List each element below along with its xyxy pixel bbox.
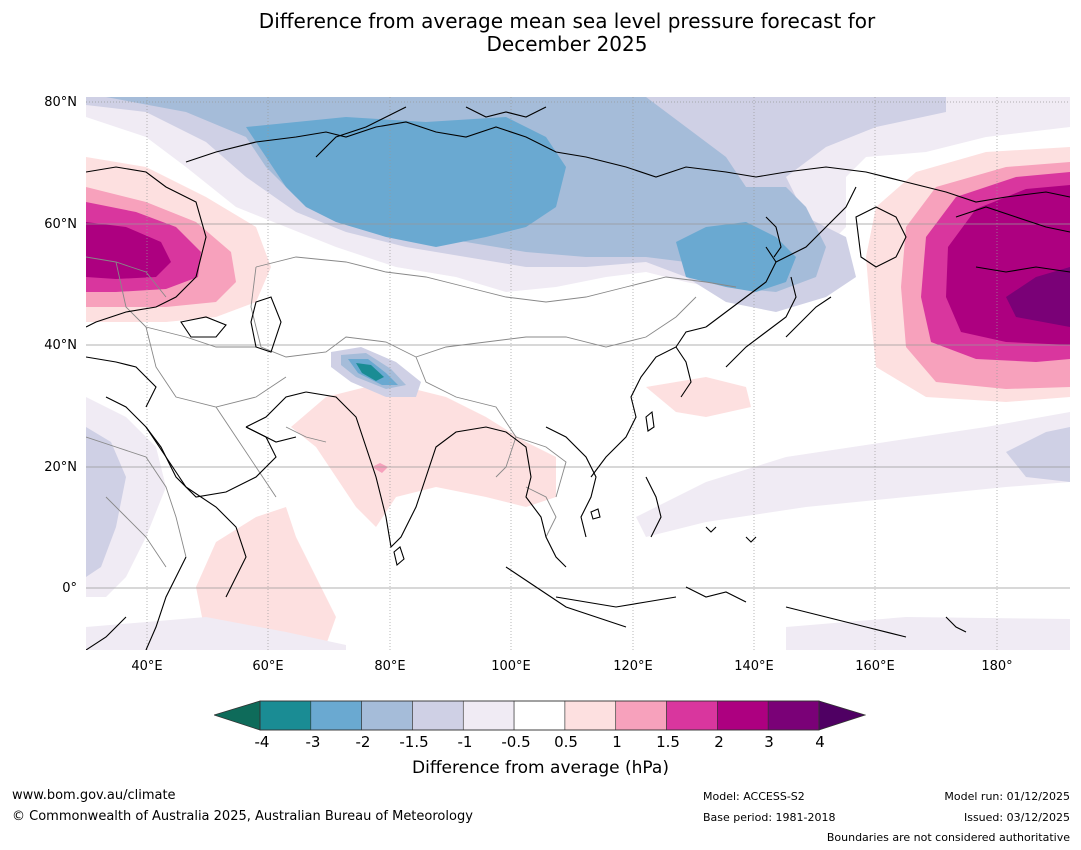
lon-label-60e: 60°E [252, 659, 284, 674]
model-text: Model: ACCESS-S2 [703, 790, 805, 803]
lat-label-60n: 60°N [44, 217, 77, 232]
website-text: www.bom.gov.au/climate [12, 788, 176, 803]
colorbar-label: Difference from average (hPa) [412, 758, 669, 778]
colorbar-tick-label: 1.5 [656, 733, 680, 751]
lat-label-40n: 40°N [44, 338, 77, 353]
title-line-2: December 2025 [486, 32, 648, 56]
colorbar-segment [717, 700, 769, 731]
colorbar-segment [615, 700, 667, 731]
colorbar-tick-label: -4 [254, 733, 270, 751]
base-period-text: Base period: 1981-2018 [703, 811, 836, 824]
disclaimer-text: Boundaries are not considered authoritat… [826, 831, 1070, 844]
coastlines [86, 106, 1070, 650]
lat-label-0: 0° [62, 581, 77, 596]
lat-label-20n: 20°N [44, 460, 77, 475]
colorbar-segment [310, 700, 362, 731]
colorbar-frame [259, 700, 820, 731]
positive-anomaly-europe [86, 157, 271, 322]
colorbar-segment [361, 700, 413, 731]
colorbar-tick-label: -3 [305, 733, 321, 751]
colorbar-tick-label: -1.5 [399, 733, 429, 751]
colorbar-segment [513, 700, 566, 731]
colorbar [214, 700, 866, 731]
negative-anomaly-tropical-pacific [636, 412, 1070, 537]
negative-anomaly-siberia [86, 97, 1070, 312]
colorbar-tick-label: 2 [714, 733, 724, 751]
colorbar-segment [666, 700, 718, 731]
map-svg [86, 97, 1070, 650]
lon-label-100e: 100°E [491, 659, 531, 674]
lon-label-80e: 80°E [374, 659, 406, 674]
lat-label-80n: 80°N [44, 95, 77, 110]
colorbar-segment [767, 700, 820, 731]
gridlines [86, 97, 1070, 650]
colorbar-tick-label: -2 [355, 733, 371, 751]
colorbar-tick-label: 0.5 [554, 733, 578, 751]
colorbar-tick-label: 4 [815, 733, 825, 751]
model-run-text: Model run: 01/12/2025 [944, 790, 1070, 803]
issued-text: Issued: 03/12/2025 [963, 811, 1070, 824]
copyright-text: © Commonwealth of Australia 2025, Austra… [12, 809, 473, 824]
lon-label-40e: 40°E [131, 659, 163, 674]
chart-title: Difference from average mean sea level p… [0, 10, 1081, 56]
lon-label-120e: 120°E [613, 659, 653, 674]
colorbar-over-arrow [818, 700, 866, 731]
lon-label-140e: 140°E [734, 659, 774, 674]
country-boundaries [86, 256, 737, 568]
positive-anomaly-arabian-sea [196, 507, 336, 647]
colorbar-segment [259, 700, 312, 731]
colorbar-segments [259, 700, 820, 731]
pressure-anomaly-map [86, 97, 1070, 650]
colorbar-tick-label: 1 [612, 733, 622, 751]
colorbar-segment [462, 700, 515, 731]
colorbar-segment [564, 700, 617, 731]
colorbar-tick-label: -0.5 [501, 733, 531, 751]
title-line-1: Difference from average mean sea level p… [258, 9, 876, 33]
lon-label-180: 180° [981, 659, 1013, 674]
negative-anomaly-tibet [331, 347, 421, 397]
colorbar-under-arrow [214, 700, 261, 731]
lon-label-160e: 160°E [855, 659, 895, 674]
colorbar-tick-label: 3 [764, 733, 774, 751]
colorbar-segment [412, 700, 464, 731]
colorbar-tick-label: -1 [457, 733, 473, 751]
